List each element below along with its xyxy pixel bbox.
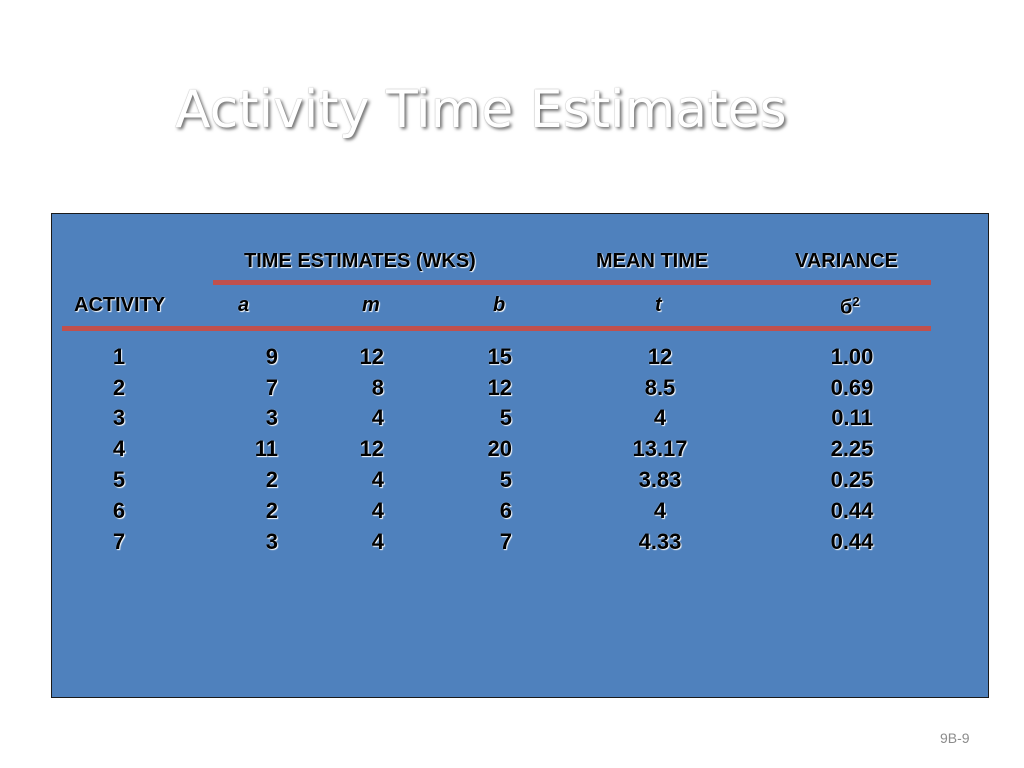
activity-cell: 4 bbox=[112, 436, 126, 461]
header-mean-time: MEAN TIME bbox=[596, 250, 709, 272]
mean-time-cell: 4 bbox=[653, 498, 667, 523]
a-cell: 2 bbox=[265, 467, 278, 492]
mean-time-cell: 4.33 bbox=[638, 529, 682, 554]
b-cell: 5 bbox=[499, 467, 512, 492]
activity-cell: 3 bbox=[112, 405, 126, 430]
m-cell: 4 bbox=[371, 498, 384, 523]
variance-cell: 0.44 bbox=[830, 498, 874, 523]
table-row: 1 9 12 15 12 1.00 bbox=[52, 344, 988, 374]
mean-time-cell: 13.17 bbox=[632, 436, 688, 461]
column-a: a bbox=[238, 294, 250, 316]
a-cell: 2 bbox=[265, 498, 278, 523]
b-cell: 15 bbox=[487, 344, 512, 369]
activity-cell: 2 bbox=[112, 375, 126, 400]
variance-cell: 0.25 bbox=[830, 467, 874, 492]
a-cell: 9 bbox=[265, 344, 278, 369]
m-cell: 4 bbox=[371, 529, 384, 554]
table-row: 3 3 4 5 4 0.11 bbox=[52, 405, 988, 435]
variance-cell: 0.44 bbox=[830, 529, 874, 554]
a-cell: 7 bbox=[265, 375, 278, 400]
column-activity: ACTIVITY bbox=[74, 294, 166, 316]
activity-cell: 6 bbox=[112, 498, 126, 523]
header-rule bbox=[213, 280, 931, 285]
variance-cell: 0.11 bbox=[831, 405, 873, 430]
m-cell: 8 bbox=[371, 375, 384, 400]
mean-time-cell: 8.5 bbox=[644, 375, 676, 400]
b-cell: 7 bbox=[499, 529, 512, 554]
m-cell: 12 bbox=[359, 436, 384, 461]
variance-cell: 0.69 bbox=[830, 375, 874, 400]
m-cell: 4 bbox=[371, 467, 384, 492]
mean-time-cell: 3.83 bbox=[638, 467, 682, 492]
subheader-rule bbox=[62, 326, 931, 331]
column-variance-symbol: б2 bbox=[840, 294, 860, 319]
table-row: 4 11 12 20 13.17 2.25 bbox=[52, 436, 988, 466]
m-cell: 4 bbox=[371, 405, 384, 430]
header-variance: VARIANCE bbox=[795, 250, 898, 272]
variance-cell: 1.00 bbox=[830, 344, 874, 369]
table-row: 7 3 4 7 4.33 0.44 bbox=[52, 529, 988, 559]
column-t: t bbox=[655, 294, 662, 316]
mean-time-cell: 12 bbox=[647, 344, 673, 369]
page-number: 9B-9 bbox=[940, 730, 970, 746]
table-row: 2 7 8 12 8.5 0.69 bbox=[52, 375, 988, 405]
m-cell: 12 bbox=[359, 344, 384, 369]
a-cell: 11 bbox=[254, 436, 278, 461]
variance-cell: 2.25 bbox=[830, 436, 874, 461]
table-row: 5 2 4 5 3.83 0.25 bbox=[52, 467, 988, 497]
table-row: 6 2 4 6 4 0.44 bbox=[52, 498, 988, 528]
activity-cell: 7 bbox=[112, 529, 126, 554]
a-cell: 3 bbox=[265, 529, 278, 554]
a-cell: 3 bbox=[265, 405, 278, 430]
activity-cell: 1 bbox=[112, 344, 126, 369]
b-cell: 20 bbox=[487, 436, 512, 461]
activity-cell: 5 bbox=[112, 467, 126, 492]
table-panel: TIME ESTIMATES (WKS) MEAN TIME VARIANCE … bbox=[51, 213, 989, 698]
mean-time-cell: 4 bbox=[653, 405, 667, 430]
b-cell: 12 bbox=[487, 375, 512, 400]
b-cell: 6 bbox=[499, 498, 512, 523]
column-m: m bbox=[362, 294, 380, 316]
column-b: b bbox=[493, 294, 506, 316]
slide-title: Activity Time Estimates bbox=[175, 80, 787, 140]
b-cell: 5 bbox=[499, 405, 512, 430]
header-time-estimates: TIME ESTIMATES (WKS) bbox=[244, 250, 476, 272]
